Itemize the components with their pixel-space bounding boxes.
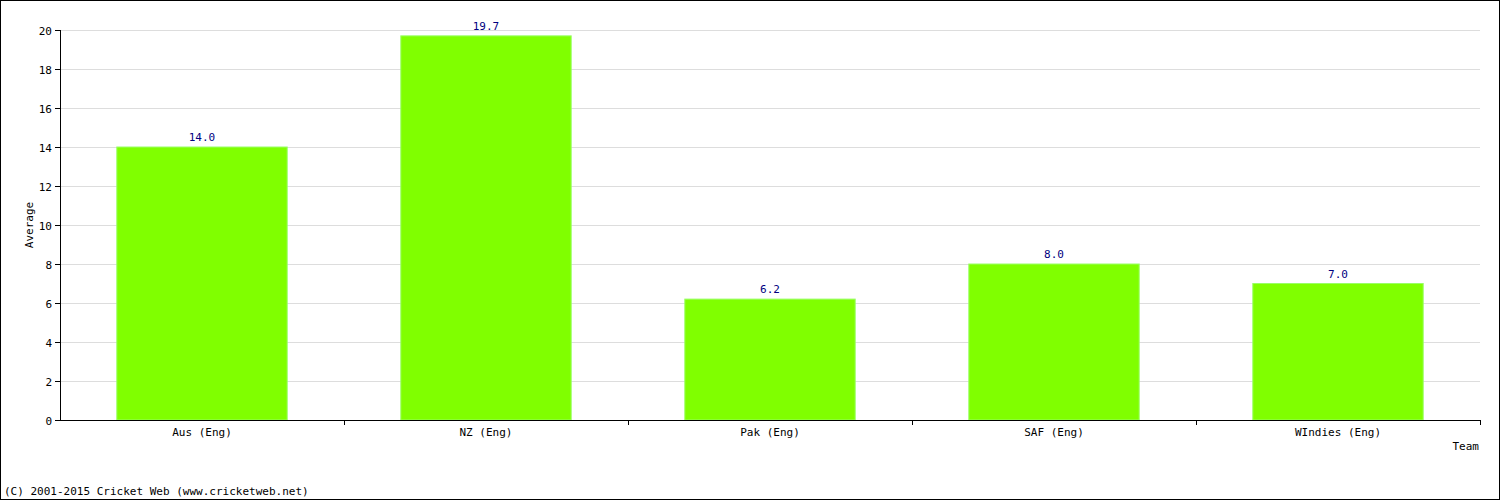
y-tick-label: 0 bbox=[45, 415, 52, 428]
data-label: 6.2 bbox=[760, 283, 780, 296]
y-tick-label: 14 bbox=[39, 142, 53, 155]
x-tick bbox=[1480, 420, 1481, 425]
x-tick-label: SAF (Eng) bbox=[1024, 426, 1084, 439]
x-tick bbox=[1196, 420, 1197, 425]
y-tick bbox=[55, 108, 60, 109]
y-tick-label: 12 bbox=[39, 181, 52, 194]
data-label: 7.0 bbox=[1328, 268, 1348, 281]
y-tick-label: 16 bbox=[39, 103, 52, 116]
data-label: 14.0 bbox=[189, 131, 216, 144]
annotation: (C) 2001-2015 Cricket Web (www.cricketwe… bbox=[4, 485, 309, 498]
y-tick bbox=[55, 420, 60, 421]
y-tick-label: 4 bbox=[45, 337, 52, 350]
x-axis bbox=[60, 420, 1480, 421]
data-label: 19.7 bbox=[473, 20, 500, 33]
bar bbox=[969, 264, 1139, 420]
bar bbox=[401, 36, 571, 420]
y-tick-label: 20 bbox=[39, 25, 52, 38]
y-tick bbox=[55, 186, 60, 187]
y-tick-label: 2 bbox=[45, 376, 52, 389]
grid-line bbox=[60, 108, 1480, 109]
y-tick bbox=[55, 147, 60, 148]
y-tick bbox=[55, 69, 60, 70]
bar bbox=[1253, 284, 1423, 421]
grid-line bbox=[60, 69, 1480, 70]
x-tick bbox=[344, 420, 345, 425]
y-tick bbox=[55, 381, 60, 382]
x-tick-label: WIndies (Eng) bbox=[1295, 426, 1381, 439]
y-tick-label: 8 bbox=[45, 259, 52, 272]
chart: 0 2 4 6 8 10 12 14 16 18 20 14.0 19.7 6.2 8.0 7.0 Aus (E… bbox=[0, 0, 1500, 500]
y-tick-label: 18 bbox=[39, 64, 52, 77]
x-tick-label: Aus (Eng) bbox=[172, 426, 232, 439]
y-tick bbox=[55, 264, 60, 265]
data-label: 8.0 bbox=[1044, 248, 1064, 261]
x-tick-label: Pak (Eng) bbox=[740, 426, 800, 439]
x-tick bbox=[628, 420, 629, 425]
x-tick-label: NZ (Eng) bbox=[460, 426, 513, 439]
y-axis-label: Average bbox=[23, 202, 36, 248]
bars bbox=[117, 36, 1423, 420]
bar bbox=[685, 299, 855, 420]
frame bbox=[1, 1, 1500, 500]
y-tick-label: 6 bbox=[45, 298, 52, 311]
grid-line bbox=[60, 30, 1480, 31]
grid-line bbox=[60, 420, 1480, 421]
y-tick-label: 10 bbox=[39, 220, 52, 233]
x-axis-label: Team bbox=[1453, 440, 1480, 453]
bar bbox=[117, 147, 287, 420]
y-tick bbox=[55, 225, 60, 226]
y-axis bbox=[60, 30, 61, 420]
y-tick bbox=[55, 30, 60, 31]
y-tick bbox=[55, 303, 60, 304]
x-tick bbox=[912, 420, 913, 425]
y-tick bbox=[55, 342, 60, 343]
